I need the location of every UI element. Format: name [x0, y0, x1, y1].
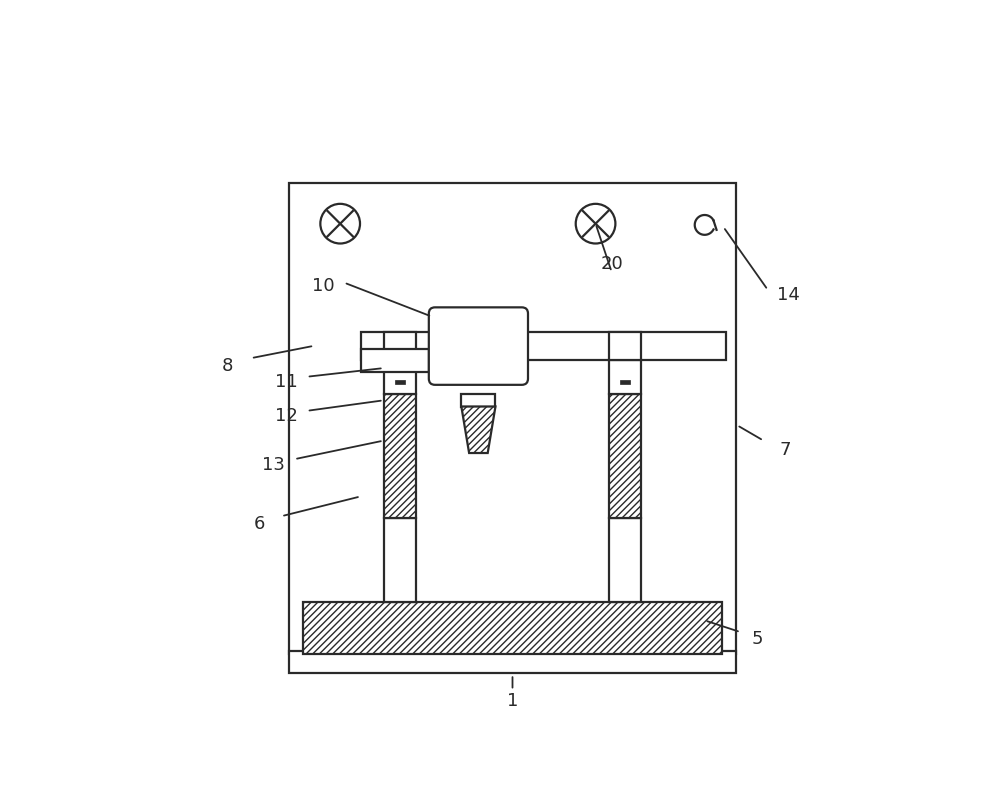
Text: 13: 13	[262, 456, 285, 474]
Circle shape	[576, 204, 615, 243]
Bar	[289, 651, 736, 673]
Text: 12: 12	[275, 407, 298, 425]
Text: 14: 14	[777, 286, 800, 304]
Bar	[361, 332, 726, 360]
Bar	[303, 602, 722, 654]
Bar	[384, 332, 416, 360]
Bar	[620, 380, 630, 384]
Bar	[609, 332, 641, 360]
Text: 8: 8	[222, 357, 233, 375]
Text: 5: 5	[752, 630, 763, 648]
Text: 11: 11	[275, 373, 298, 390]
Text: 1: 1	[507, 692, 518, 710]
Bar	[609, 518, 641, 602]
Bar	[395, 380, 405, 384]
Bar	[289, 184, 736, 654]
Bar	[609, 394, 641, 518]
Bar	[384, 394, 416, 518]
FancyBboxPatch shape	[429, 308, 528, 385]
Text: 10: 10	[312, 277, 335, 295]
Bar	[461, 394, 495, 407]
Text: 7: 7	[779, 441, 791, 459]
Text: 20: 20	[600, 255, 623, 273]
Text: 6: 6	[254, 515, 265, 533]
Circle shape	[320, 204, 360, 243]
Bar	[361, 349, 429, 373]
Bar	[609, 360, 641, 394]
Bar	[384, 518, 416, 602]
Bar	[384, 360, 416, 394]
Polygon shape	[461, 407, 495, 453]
